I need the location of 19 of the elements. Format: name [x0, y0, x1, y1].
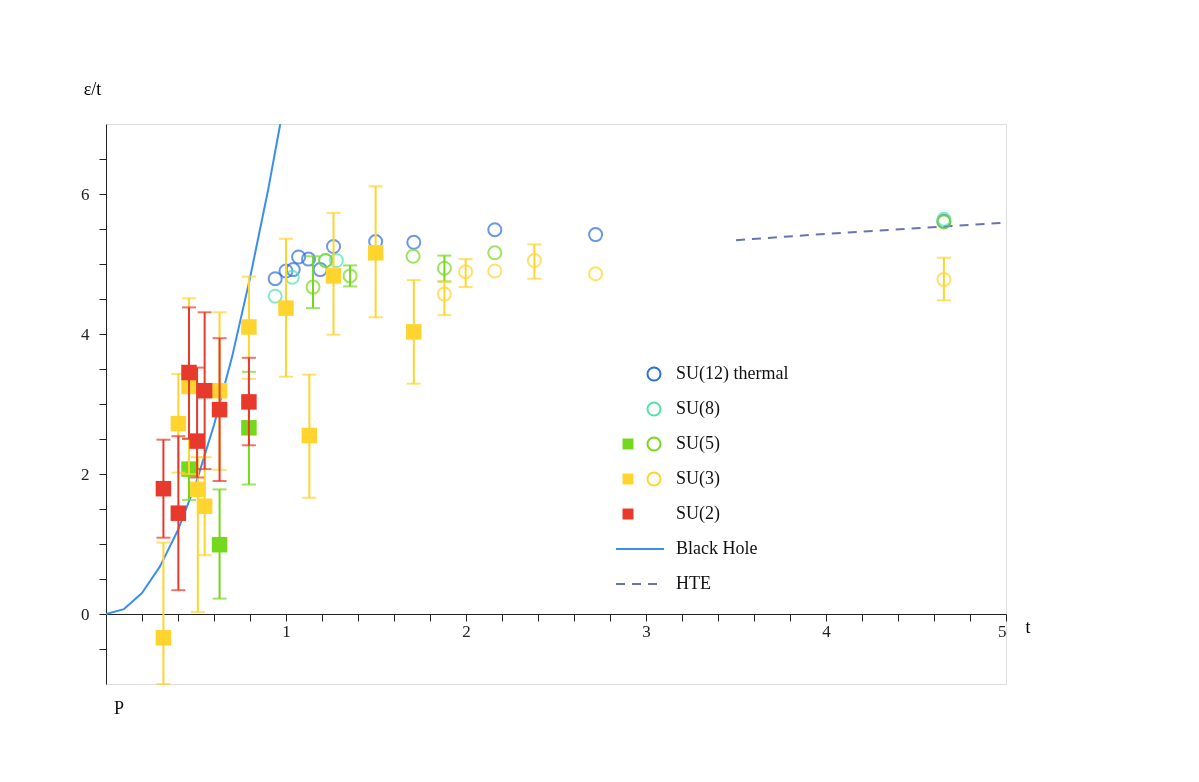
legend-label: Black Hole: [676, 538, 758, 558]
legend-label: SU(12) thermal: [676, 363, 789, 384]
x-tick-label: 5: [998, 621, 1007, 641]
y-tick-label: 6: [81, 184, 90, 204]
legend-label: SU(3): [676, 468, 720, 489]
y-tick-label: 0: [81, 604, 90, 624]
x-tick-label: 4: [822, 621, 832, 641]
legend-label: SU(2): [676, 503, 720, 524]
y-tick-label: 4: [81, 324, 90, 344]
x-tick-label: 1: [282, 621, 291, 641]
legend-label: SU(5): [676, 433, 720, 454]
text: P: [114, 698, 125, 718]
y-axis-title: ε/t: [83, 78, 102, 99]
legend-label: SU(8): [676, 398, 720, 419]
y-tick-label: 2: [81, 464, 90, 484]
legend-label: HTE: [676, 573, 711, 593]
x-axis-title: t: [1025, 616, 1031, 637]
x-tick-label: 3: [642, 621, 651, 641]
x-tick-label: 2: [462, 621, 471, 641]
